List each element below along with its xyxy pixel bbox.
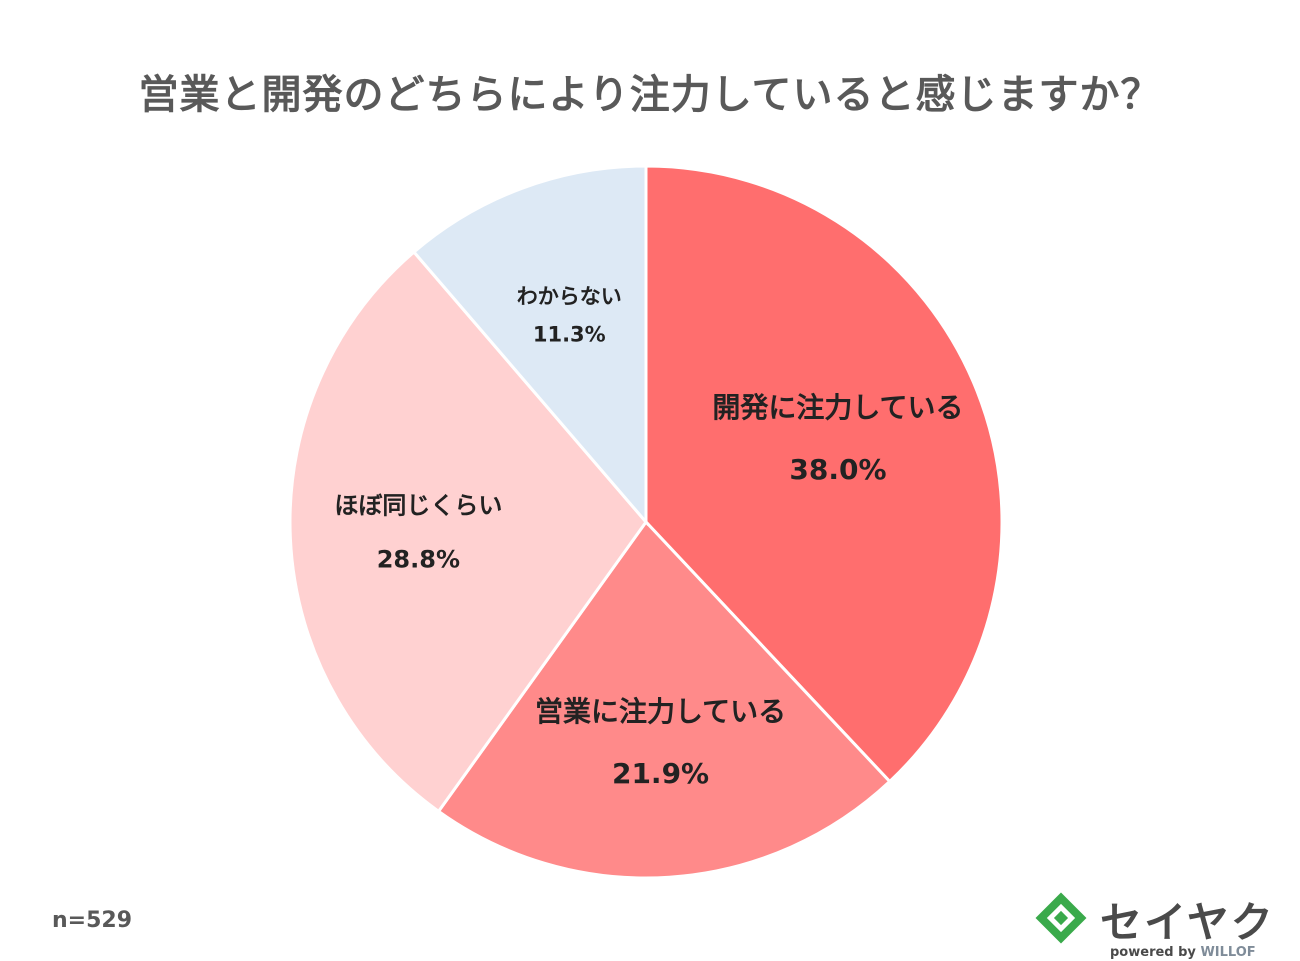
sample-size: n=529 (52, 908, 133, 933)
slice-category-label: 営業に注力している (535, 695, 786, 728)
chart-title: 営業と開発のどちらにより注力していると感じますか？ (138, 72, 1162, 118)
slice-value-label: 38.0% (789, 453, 886, 486)
powered-by-text: powered by (1110, 945, 1196, 960)
pie-slice (644, 164, 1004, 784)
slice-value-label: 21.9% (612, 757, 709, 790)
slice-category-label: 開発に注力している (712, 391, 963, 424)
slice-value-label: 28.8% (377, 545, 460, 573)
pie-slice (436, 519, 892, 880)
pie-labels: 開発に注力している 38.0% 営業に注力している 21.9% ほぼ同じくらい 28.8%… (334, 284, 963, 790)
slice-category-label: わからない (517, 284, 622, 308)
pie-slices (288, 164, 1004, 880)
logo-name: セイヤク (1100, 898, 1275, 947)
slice-value-label: 11.3% (533, 322, 606, 346)
logo-powered-by: powered by WILLOF (1110, 945, 1256, 960)
pie-slice (288, 249, 648, 814)
pie-slice (411, 164, 648, 527)
brand-text: WILLOF (1200, 945, 1256, 960)
slice-category-label: ほぼ同じくらい (334, 491, 502, 519)
brand-logo: セイヤク powered by WILLOF (1030, 887, 1280, 960)
handshake-logo-icon (1035, 892, 1087, 944)
